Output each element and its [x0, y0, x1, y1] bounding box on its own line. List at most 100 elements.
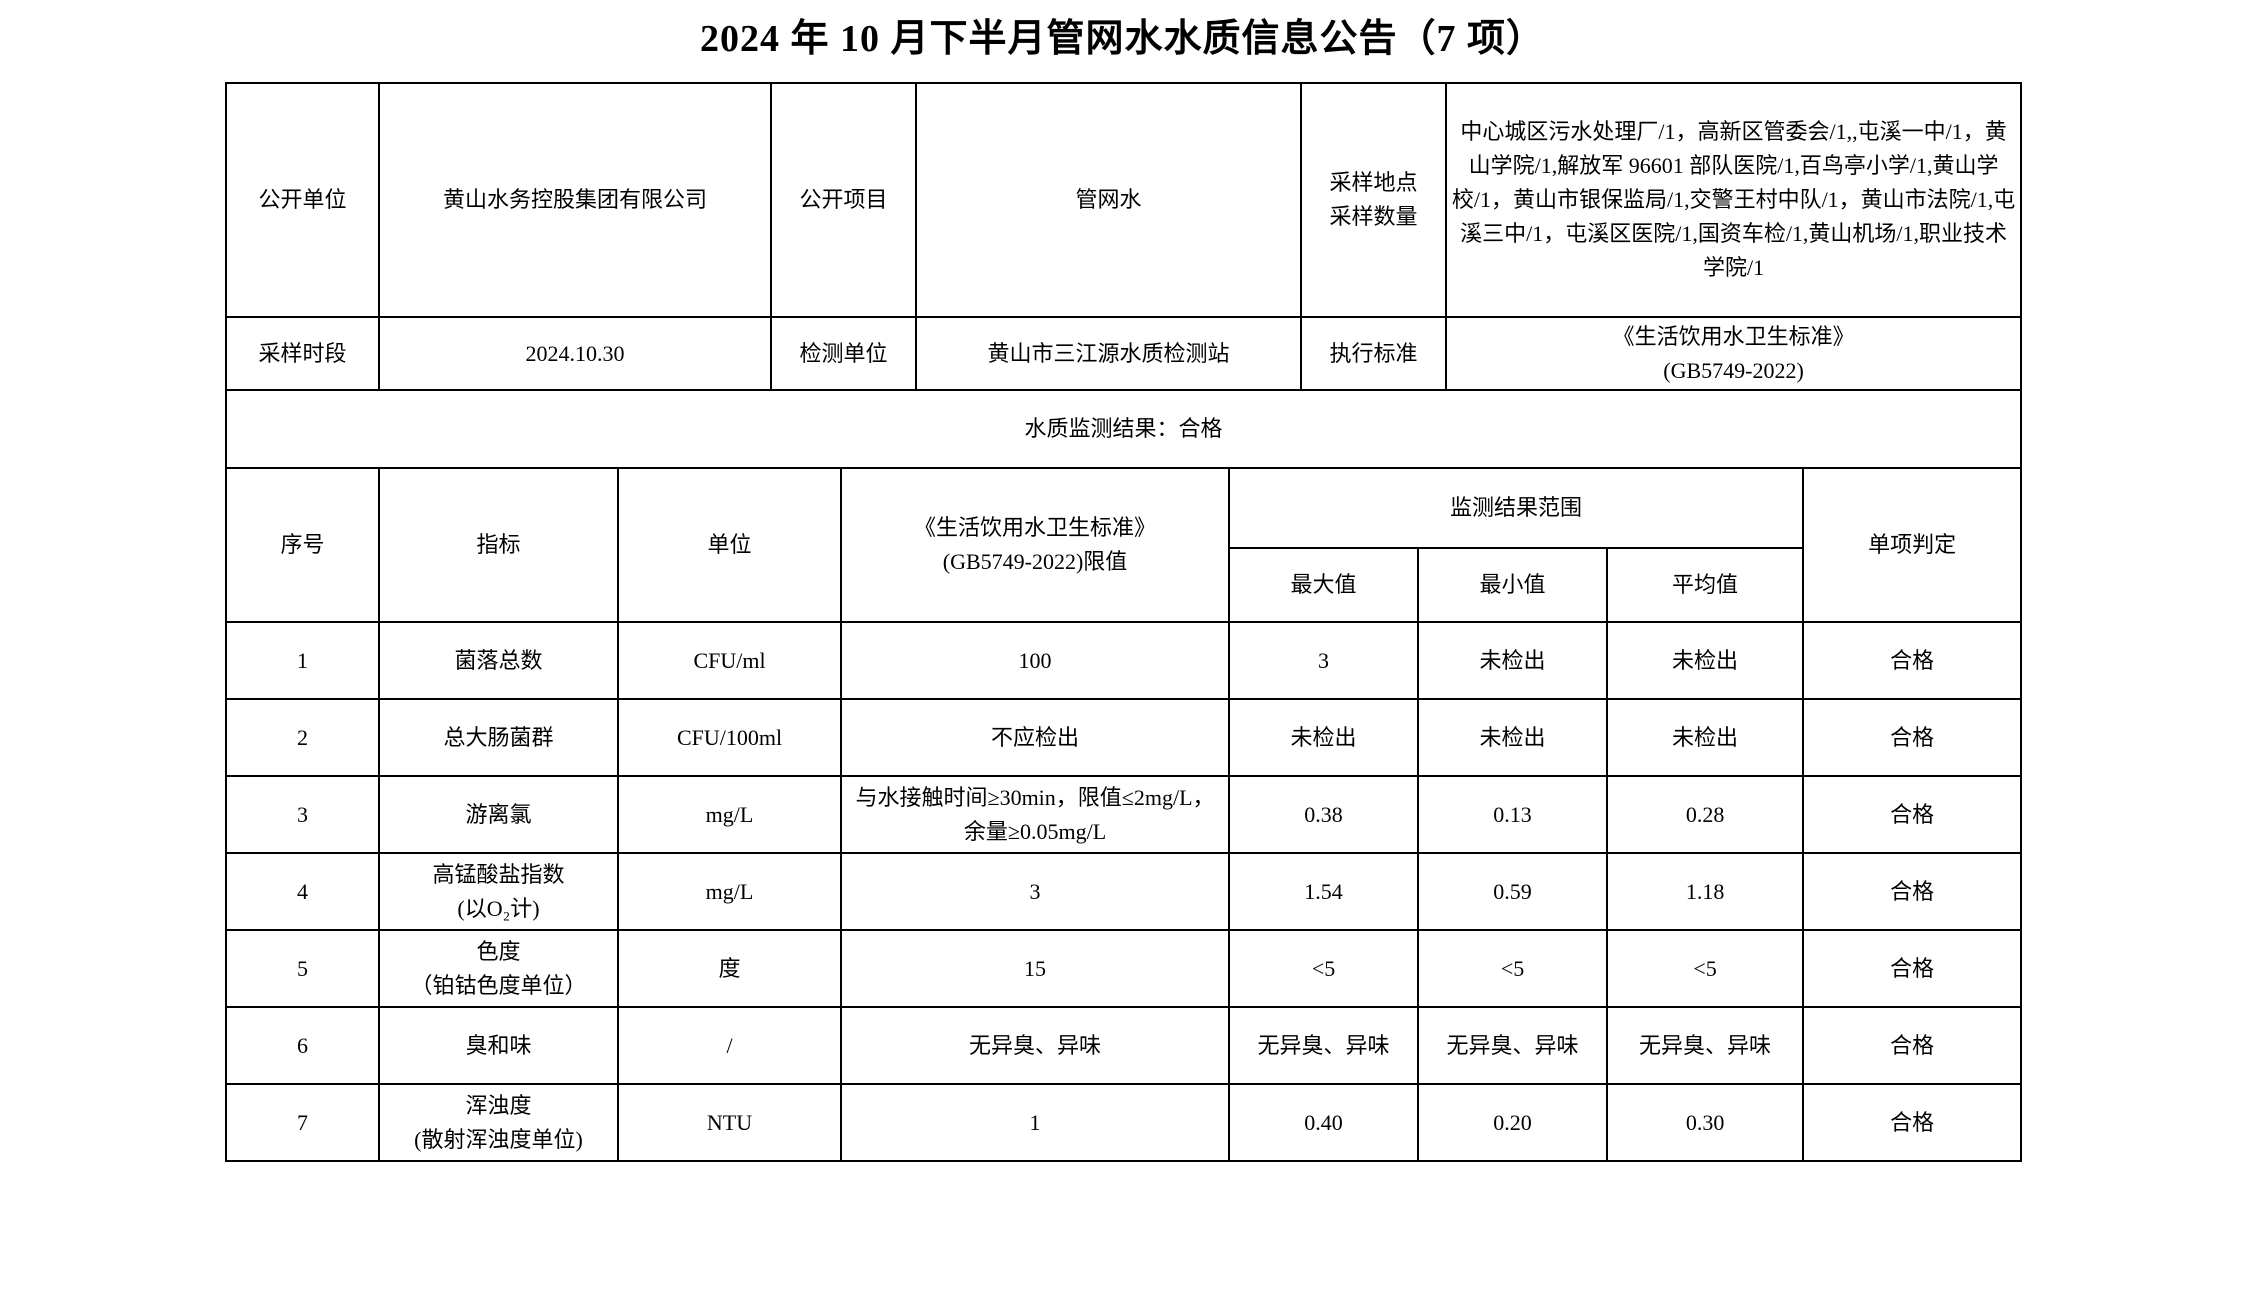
table-row: 7 浑浊度 (散射浑浊度单位) NTU 1 0.40 0.20 0.30 合格 [225, 1083, 2023, 1162]
cell-avg: <5 [1606, 929, 1805, 1008]
cell-max: 未检出 [1228, 698, 1420, 777]
cell-min: 无异臭、异味 [1417, 1006, 1609, 1085]
cell-limit: 无异臭、异味 [840, 1006, 1231, 1085]
cell-avg: 未检出 [1606, 621, 1805, 700]
cell-seq: 4 [225, 852, 380, 931]
sampling-period-label: 采样时段 [225, 316, 380, 391]
cell-unit: mg/L [616, 775, 843, 854]
info-row-2: 采样时段 2024.10.30 检测单位 黄山市三江源水质检测站 执行标准 《生… [225, 316, 2023, 391]
cell-min: 0.13 [1417, 775, 1609, 854]
cell-indicator: 浑浊度 (散射浑浊度单位) [378, 1083, 619, 1162]
cell-indicator: 总大肠菌群 [378, 698, 619, 777]
standard-value: 《生活饮用水卫生标准》 (GB5749-2022) [1445, 316, 2023, 391]
cell-max: 1.54 [1228, 852, 1420, 931]
cell-limit: 1 [840, 1083, 1231, 1162]
cell-seq: 3 [225, 775, 380, 854]
cell-indicator: 菌落总数 [378, 621, 619, 700]
cell-indicator-line2: （铂钴色度单位） [410, 972, 587, 998]
cell-indicator-line2: (散射浑浊度单位) [414, 1126, 583, 1152]
cell-limit: 不应检出 [840, 698, 1231, 777]
cell-min: 未检出 [1417, 698, 1609, 777]
cell-seq: 7 [225, 1083, 380, 1162]
cell-judgement: 合格 [1802, 852, 2023, 931]
sampling-period-value: 2024.10.30 [377, 316, 773, 391]
info-row-1: 公开单位 黄山水务控股集团有限公司 公开项目 管网水 采样地点 采样数量 中心城… [225, 82, 2023, 318]
cell-indicator: 高锰酸盐指数 (以O₂计) [378, 852, 619, 931]
cell-judgement: 合格 [1802, 929, 2023, 1008]
header-max: 最大值 [1228, 547, 1420, 623]
result-text: 水质监测结果：合格 [224, 389, 2023, 469]
cell-unit: / [616, 1006, 843, 1085]
header-row-2: 最大值 最小值 平均值 [226, 547, 2021, 623]
cell-judgement: 合格 [1802, 1083, 2023, 1162]
header-avg: 平均值 [1606, 547, 1805, 623]
cell-min: 0.20 [1417, 1083, 1609, 1162]
cell-avg: 0.30 [1606, 1083, 1805, 1162]
cell-unit: mg/L [616, 852, 843, 931]
header-range-group: 监测结果范围 [1228, 467, 1805, 549]
cell-judgement: 合格 [1802, 775, 2023, 854]
page-title: 2024 年 10 月下半月管网水水质信息公告（7 项） [699, 18, 1545, 60]
testing-unit-value: 黄山市三江源水质检测站 [915, 316, 1303, 391]
sampling-location-label-line1: 采样地点 [1329, 170, 1418, 195]
header-indicator: 指标 [378, 467, 619, 623]
table-row: 1 菌落总数 CFU/ml 100 3 未检出 未检出 合格 [225, 621, 2023, 700]
cell-limit: 与水接触时间≥30min，限值≤2mg/L， 余量≥0.05mg/L [840, 775, 1231, 854]
cell-max: 3 [1228, 621, 1420, 700]
cell-indicator: 色度 （铂钴色度单位） [378, 929, 619, 1008]
table-row: 5 色度 （铂钴色度单位） 度 15 <5 <5 <5 合格 [225, 929, 2023, 1008]
header-unit: 单位 [616, 467, 843, 623]
cell-max: 0.38 [1228, 775, 1420, 854]
header-seq: 序号 [225, 467, 380, 623]
public-item-label: 公开项目 [770, 82, 918, 318]
cell-max: <5 [1228, 929, 1420, 1008]
cell-judgement: 合格 [1802, 621, 2023, 700]
standard-value-line1: 《生活饮用水卫生标准》 [1612, 323, 1855, 349]
table-row: 6 臭和味 / 无异臭、异味 无异臭、异味 无异臭、异味 无异臭、异味 合格 [225, 1006, 2023, 1085]
public-unit-value: 黄山水务控股集团有限公司 [377, 82, 773, 318]
cell-min: 0.59 [1417, 852, 1609, 931]
cell-unit: CFU/ml [616, 621, 843, 700]
cell-seq: 5 [225, 929, 380, 1008]
table-row: 3 游离氯 mg/L 与水接触时间≥30min，限值≤2mg/L， 余量≥0.0… [225, 775, 2023, 854]
cell-indicator-line2: (以O₂计) [457, 895, 540, 921]
cell-judgement: 合格 [1802, 1006, 2023, 1085]
standard-label: 执行标准 [1300, 316, 1448, 391]
table-row: 4 高锰酸盐指数 (以O₂计) mg/L 3 1.54 0.59 1.18 合格 [225, 852, 2023, 931]
water-quality-table: 公开单位 黄山水务控股集团有限公司 公开项目 管网水 采样地点 采样数量 中心城… [224, 82, 2023, 1162]
cell-indicator-line1: 色度 [476, 938, 521, 964]
cell-seq: 2 [225, 698, 380, 777]
cell-limit-line1: 与水接触时间≥30min，限值≤2mg/L， [855, 784, 1215, 810]
header-judgement: 单项判定 [1802, 467, 2023, 623]
header-limit: 《生活饮用水卫生标准》 (GB5749-2022)限值 [840, 467, 1231, 623]
cell-min: 未检出 [1417, 621, 1609, 700]
cell-avg: 无异臭、异味 [1606, 1006, 1805, 1085]
testing-unit-label: 检测单位 [770, 316, 918, 391]
cell-limit-line2: 余量≥0.05mg/L [963, 818, 1107, 844]
cell-avg: 1.18 [1606, 852, 1805, 931]
cell-unit: CFU/100ml [616, 698, 843, 777]
cell-limit: 15 [840, 929, 1231, 1008]
cell-max: 0.40 [1228, 1083, 1420, 1162]
cell-avg: 未检出 [1606, 698, 1805, 777]
cell-avg: 0.28 [1606, 775, 1805, 854]
table-row: 2 总大肠菌群 CFU/100ml 不应检出 未检出 未检出 未检出 合格 [225, 698, 2023, 777]
header-min: 最小值 [1417, 547, 1609, 623]
cell-max: 无异臭、异味 [1228, 1006, 1420, 1085]
cell-unit: 度 [616, 929, 843, 1008]
header-limit-line1: 《生活饮用水卫生标准》 [914, 515, 1157, 540]
cell-indicator: 臭和味 [378, 1006, 619, 1085]
cell-limit: 3 [840, 852, 1231, 931]
sampling-location-label-line2: 采样数量 [1329, 204, 1418, 229]
cell-seq: 1 [225, 621, 380, 700]
cell-indicator-line1: 高锰酸盐指数 [432, 861, 565, 887]
result-row: 水质监测结果：合格 [224, 389, 2023, 469]
cell-indicator-line1: 浑浊度 [465, 1092, 532, 1118]
sampling-location-label: 采样地点 采样数量 [1300, 82, 1448, 318]
cell-min: <5 [1417, 929, 1609, 1008]
cell-unit: NTU [616, 1083, 843, 1162]
standard-value-line2: (GB5749-2022) [1663, 357, 1804, 383]
cell-indicator: 游离氯 [378, 775, 619, 854]
header-row-1: 序号 指标 单位 《生活饮用水卫生标准》 (GB5749-2022)限值 监测结… [225, 467, 2023, 623]
